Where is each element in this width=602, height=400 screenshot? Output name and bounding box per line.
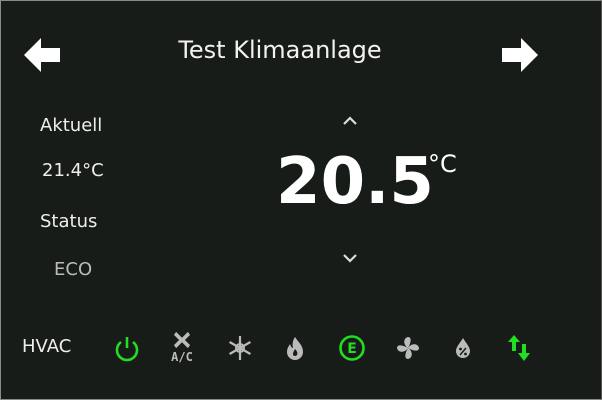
flame-icon (287, 337, 303, 360)
eco-text: E (347, 341, 357, 357)
chevron-down-icon (343, 254, 357, 263)
mode-ac-button[interactable]: A/C (163, 329, 201, 369)
hvac-label: HVAC (22, 336, 72, 357)
eco-icon: E (339, 335, 365, 361)
mode-heat-cool-button[interactable] (505, 333, 535, 363)
status-value: ECO (54, 259, 93, 280)
mode-power-button[interactable] (112, 333, 142, 363)
mode-cool-button[interactable] (225, 333, 255, 363)
heat-cool-icon (508, 335, 530, 361)
mode-dry-button[interactable] (448, 333, 478, 363)
mode-fan-button[interactable] (393, 333, 423, 363)
snowflake-icon (229, 336, 251, 360)
mode-eco-button[interactable]: E (337, 333, 367, 363)
current-temperature: 21.4°C (42, 160, 104, 181)
page-title: Test Klimaanlage (178, 36, 382, 64)
status-label: Status (40, 211, 98, 232)
decrease-button[interactable] (340, 250, 360, 269)
ac-text: A/C (171, 350, 193, 364)
fan-icon (397, 337, 419, 359)
prev-button[interactable] (24, 38, 60, 76)
setpoint-value: 20.5 (276, 145, 434, 219)
next-button[interactable] (502, 38, 538, 76)
ac-fan-icon (173, 331, 191, 349)
current-label: Aktuell (40, 115, 103, 136)
mode-heat-button[interactable] (280, 333, 310, 363)
power-icon (115, 337, 139, 362)
arrow-right-icon (502, 38, 538, 72)
setpoint-unit: °C (428, 150, 457, 178)
increase-button[interactable] (340, 112, 360, 131)
chevron-up-icon (343, 116, 357, 125)
dry-icon (456, 338, 470, 358)
arrow-left-icon (24, 38, 60, 72)
